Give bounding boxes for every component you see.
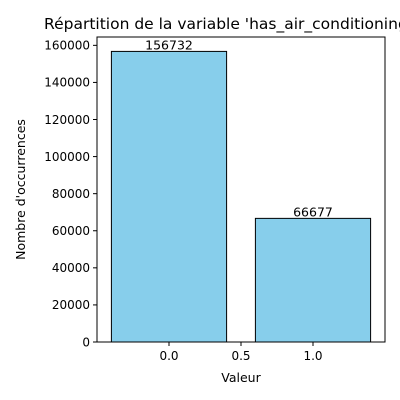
data-label-0: 156732 bbox=[145, 37, 193, 52]
x-axis-ticks: 0.0 0.5 1.0 bbox=[159, 342, 323, 363]
bar-0 bbox=[110, 50, 228, 343]
y-tick-label-1: 20000 bbox=[52, 298, 90, 312]
x-axis-label: Valeur bbox=[221, 370, 261, 385]
bar-1 bbox=[254, 217, 372, 343]
y-tick-label-6: 120000 bbox=[44, 113, 90, 127]
y-tick-label-5: 100000 bbox=[44, 150, 90, 164]
data-labels-group: 156732 66677 bbox=[145, 37, 333, 219]
y-tick-label-0: 0 bbox=[82, 335, 90, 349]
y-tick-label-7: 140000 bbox=[44, 76, 90, 90]
y-tick-label-3: 60000 bbox=[52, 224, 90, 238]
bars-group bbox=[110, 50, 372, 343]
x-tick-label-2: 1.0 bbox=[303, 349, 322, 363]
plot-area-frame bbox=[96, 36, 386, 343]
y-axis-label: Nombre d'occurrences bbox=[13, 119, 28, 260]
x-tick-label-1: 0.5 bbox=[231, 349, 250, 363]
y-tick-label-8: 160000 bbox=[44, 39, 90, 53]
data-label-1: 66677 bbox=[293, 204, 333, 219]
chart-title: Répartition de la variable 'has_air_cond… bbox=[44, 15, 400, 34]
y-tick-label-4: 80000 bbox=[52, 187, 90, 201]
x-tick-label-0: 0.0 bbox=[159, 349, 178, 363]
y-tick-label-2: 40000 bbox=[52, 261, 90, 275]
y-axis-ticks: 0 20000 40000 60000 80000 100000 120000 140000 1… bbox=[44, 39, 97, 349]
